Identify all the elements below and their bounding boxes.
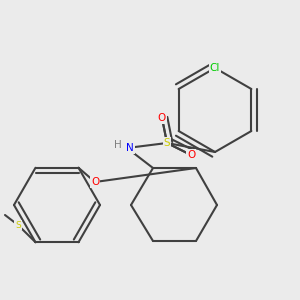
Text: H: H: [114, 140, 122, 150]
Text: O: O: [158, 113, 166, 123]
Text: O: O: [91, 177, 99, 187]
Text: O: O: [187, 150, 195, 160]
Text: N: N: [126, 143, 134, 153]
Text: S: S: [15, 220, 21, 230]
Text: Cl: Cl: [210, 63, 220, 73]
Text: S: S: [164, 138, 170, 148]
